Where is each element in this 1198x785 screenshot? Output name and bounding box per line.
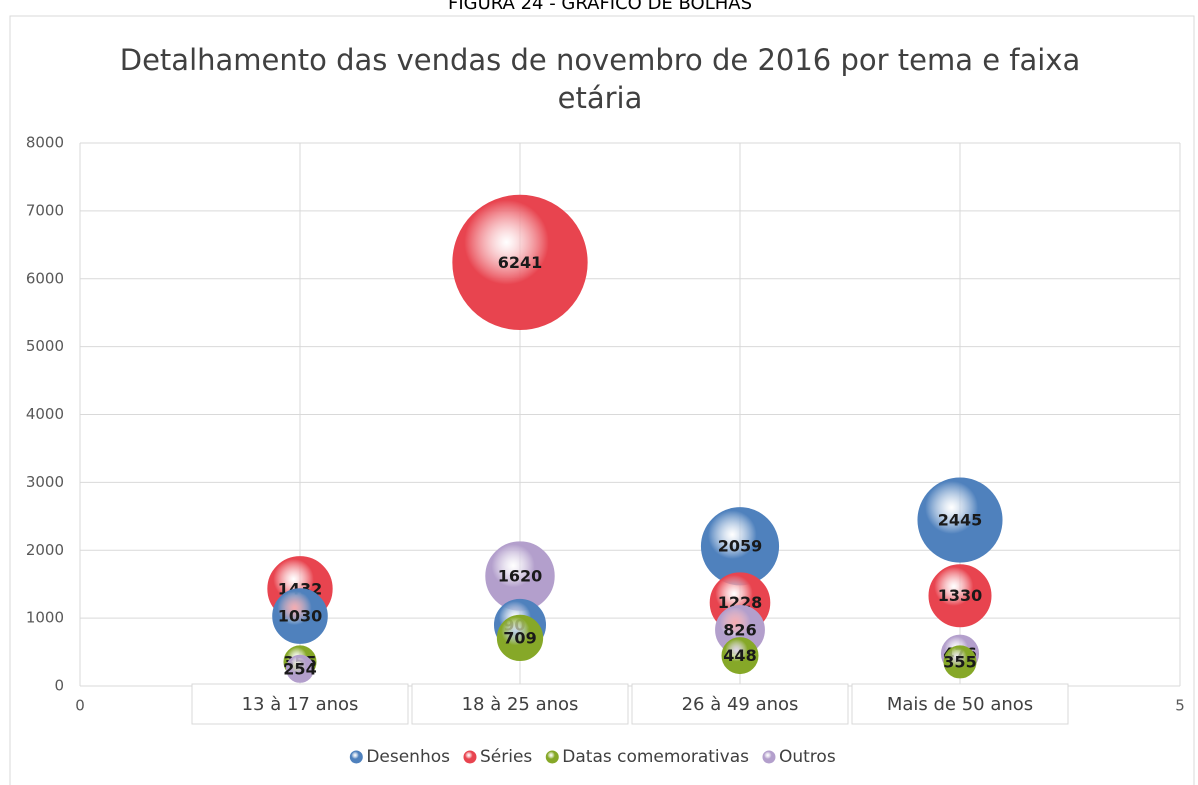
y-tick-label: 8000 (26, 134, 64, 152)
legend-label: Outros (779, 747, 836, 767)
data-label: 1330 (938, 586, 983, 605)
y-tick-label: 1000 (26, 609, 64, 627)
legend-label: Datas comemorativas (562, 747, 749, 767)
data-label: 254 (283, 659, 316, 678)
chart-frame (9, 15, 1195, 785)
data-label: 826 (723, 620, 756, 639)
category-box (411, 683, 629, 725)
chart-title: Detalhamento das vendas de novembro de 2… (120, 43, 1080, 115)
category-box (631, 683, 849, 725)
category-box (851, 683, 1069, 725)
bubble (285, 654, 315, 683)
bubble (943, 645, 977, 679)
data-label: 1228 (718, 593, 763, 612)
x-tick-label: 0 (75, 697, 85, 715)
data-label: 1030 (278, 607, 323, 626)
y-tick-label: 4000 (26, 405, 64, 423)
data-label: 709 (503, 628, 536, 647)
y-tick-label: 2000 (26, 541, 64, 559)
y-tick-label: 3000 (26, 473, 64, 491)
bubble (452, 194, 588, 331)
bubble (917, 477, 1003, 563)
category-box (191, 683, 409, 725)
caption: FIGURA 24 - GRÁFICO DE BOLHAS (448, 0, 752, 14)
data-label: 2059 (718, 537, 763, 556)
legend-marker (349, 750, 363, 764)
data-label: 1620 (498, 567, 543, 586)
y-tick-label: 5000 (26, 337, 64, 355)
bubble (721, 637, 759, 675)
legend-label: Séries (480, 747, 532, 767)
category-label: 26 à 49 anos (682, 694, 799, 715)
x-tick-label: 5 (1175, 697, 1185, 715)
legend-marker (762, 750, 776, 764)
data-label: 6241 (498, 253, 543, 272)
bubble (272, 588, 328, 644)
bubble (496, 614, 544, 662)
category-label: 18 à 25 anos (462, 694, 579, 715)
legend-label: Desenhos (366, 747, 450, 767)
legend-marker (463, 750, 477, 764)
category-label: Mais de 50 anos (887, 694, 1033, 715)
y-tick-label: 6000 (26, 269, 64, 287)
category-label: 13 à 17 anos (242, 694, 359, 715)
bubble (928, 564, 992, 628)
data-label: 2445 (938, 511, 983, 530)
data-label: 355 (943, 652, 976, 671)
data-label: 448 (723, 646, 756, 665)
legend-marker (545, 750, 559, 764)
y-tick-label: 0 (54, 677, 64, 695)
y-tick-label: 7000 (26, 201, 64, 219)
